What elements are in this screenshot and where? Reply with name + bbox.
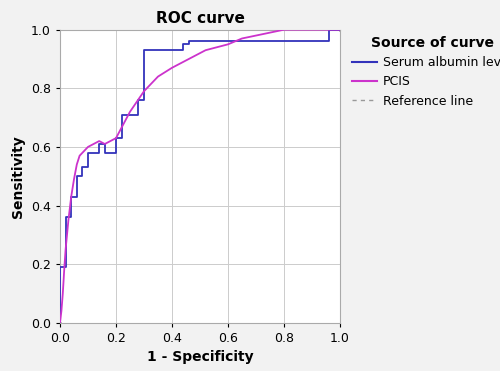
Serum albumin level — [96, 151, 102, 155]
Serum albumin level — [141, 98, 147, 102]
Serum albumin level — [85, 151, 91, 155]
Serum albumin level — [113, 151, 119, 155]
Title: ROC curve: ROC curve — [156, 11, 244, 26]
PCIS — [66, 218, 71, 222]
Serum albumin level — [118, 112, 124, 117]
Serum albumin level — [225, 39, 231, 44]
Serum albumin level — [186, 39, 192, 44]
PCIS — [74, 162, 80, 167]
PCIS — [58, 309, 64, 313]
PCIS — [60, 291, 66, 296]
PCIS — [155, 74, 161, 79]
Y-axis label: Sensitivity: Sensitivity — [12, 135, 26, 218]
Serum albumin level — [85, 165, 91, 170]
Serum albumin level — [57, 321, 63, 325]
PCIS — [295, 27, 301, 32]
Serum albumin level — [74, 194, 80, 199]
Serum albumin level — [337, 27, 343, 32]
Serum albumin level — [225, 39, 231, 44]
PCIS — [85, 145, 91, 149]
Serum albumin level — [220, 39, 226, 44]
PCIS — [68, 194, 74, 199]
Serum albumin level — [326, 39, 332, 44]
Serum albumin level — [62, 215, 68, 220]
PCIS — [180, 60, 186, 64]
Serum albumin level — [220, 39, 226, 44]
PCIS — [202, 48, 208, 52]
PCIS — [96, 139, 102, 143]
Serum albumin level — [68, 215, 74, 220]
PCIS — [80, 151, 86, 155]
Serum albumin level — [102, 151, 108, 155]
PCIS — [337, 27, 343, 32]
PCIS — [323, 27, 329, 32]
Legend: Serum albumin level, PCIS, Reference line: Serum albumin level, PCIS, Reference lin… — [352, 36, 500, 108]
PCIS — [127, 109, 133, 114]
PCIS — [57, 321, 63, 325]
Serum albumin level — [141, 48, 147, 52]
PCIS — [281, 27, 287, 32]
PCIS — [214, 45, 220, 49]
PCIS — [239, 36, 245, 41]
PCIS — [108, 139, 114, 143]
Serum albumin level — [186, 42, 192, 46]
PCIS — [62, 247, 68, 252]
PCIS — [71, 177, 77, 181]
PCIS — [90, 142, 96, 146]
Serum albumin level — [118, 136, 124, 140]
Serum albumin level — [74, 174, 80, 178]
PCIS — [267, 30, 273, 35]
X-axis label: 1 - Specificity: 1 - Specificity — [146, 350, 254, 364]
PCIS — [76, 154, 82, 158]
Serum albumin level — [57, 265, 63, 269]
Serum albumin level — [68, 194, 74, 199]
Serum albumin level — [136, 98, 141, 102]
Serum albumin level — [113, 136, 119, 140]
Serum albumin level — [136, 112, 141, 117]
Serum albumin level — [180, 42, 186, 46]
PCIS — [141, 89, 147, 93]
PCIS — [169, 66, 175, 70]
Line: PCIS: PCIS — [60, 30, 340, 323]
PCIS — [61, 268, 67, 272]
Line: Serum albumin level: Serum albumin level — [60, 30, 340, 323]
PCIS — [82, 148, 88, 152]
PCIS — [102, 142, 108, 146]
PCIS — [113, 136, 119, 140]
Serum albumin level — [180, 48, 186, 52]
PCIS — [309, 27, 315, 32]
PCIS — [253, 33, 259, 38]
Serum albumin level — [102, 142, 108, 146]
Serum albumin level — [80, 174, 86, 178]
PCIS — [192, 54, 198, 58]
Serum albumin level — [96, 142, 102, 146]
Serum albumin level — [326, 27, 332, 32]
Serum albumin level — [80, 165, 86, 170]
PCIS — [225, 42, 231, 46]
Serum albumin level — [62, 265, 68, 269]
